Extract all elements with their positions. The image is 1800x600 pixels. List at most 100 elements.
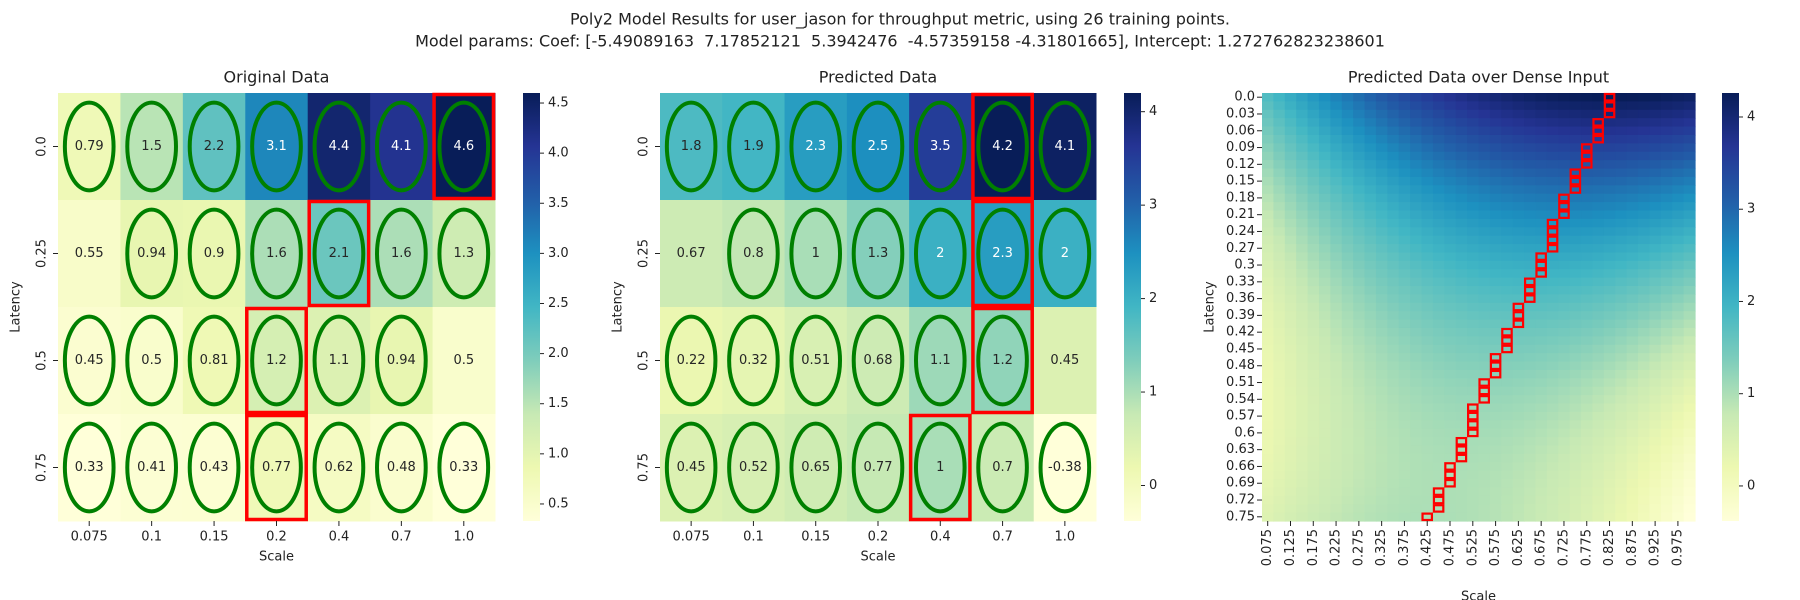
dense-cell <box>1318 202 1331 212</box>
dense-cell <box>1296 336 1309 346</box>
dense-cell <box>1569 512 1582 522</box>
dense-cell <box>1307 202 1320 212</box>
dense-cell <box>1660 109 1673 119</box>
dense-cell <box>1672 428 1685 438</box>
dense-cell <box>1398 302 1411 312</box>
dense-cell <box>1478 302 1491 312</box>
dense-cell <box>1341 302 1354 312</box>
dense-cell <box>1501 336 1514 346</box>
dense-cell <box>1273 411 1286 421</box>
dense-cell <box>1444 344 1457 354</box>
dense-cell <box>1626 93 1639 102</box>
dense-cell <box>1318 512 1331 522</box>
dense-cell <box>1558 378 1571 388</box>
dense-cell <box>1387 353 1400 363</box>
dense-cell <box>1273 445 1286 455</box>
dense-cell <box>1307 395 1320 405</box>
heatmap-cell <box>660 307 723 415</box>
dense-cell <box>1524 428 1537 438</box>
dense-cell <box>1410 294 1423 304</box>
dense-cell <box>1410 319 1423 329</box>
dense-cell <box>1353 185 1366 195</box>
dense-cell <box>1615 470 1628 480</box>
dense-cell <box>1501 143 1514 153</box>
dense-cell <box>1421 327 1434 337</box>
dense-cell <box>1410 202 1423 212</box>
heatmap-cell <box>58 93 121 201</box>
dense-cell <box>1353 269 1366 279</box>
colorbar-tick-label: 1.0 <box>548 446 569 461</box>
dense-cell <box>1284 277 1297 287</box>
dense-cell <box>1683 395 1696 405</box>
dense-cell <box>1478 470 1491 480</box>
cell-value-label: 4.2 <box>992 139 1013 154</box>
figure-subtitle: Model params: Coef: [-5.49089163 7.17852… <box>415 32 1385 51</box>
dense-cell <box>1581 353 1594 363</box>
dense-cell <box>1375 260 1388 270</box>
dense-cell <box>1672 134 1685 144</box>
dense-cell <box>1660 411 1673 421</box>
dense-cell <box>1410 143 1423 153</box>
dense-cell <box>1638 411 1651 421</box>
dense-cell <box>1273 344 1286 354</box>
dense-cell <box>1683 160 1696 170</box>
dense-cell <box>1410 260 1423 270</box>
dense-cell <box>1649 487 1662 497</box>
dense-cell <box>1478 185 1491 195</box>
row-max-highlight <box>1444 478 1456 488</box>
dense-cell <box>1273 403 1286 413</box>
dense-cell <box>1672 218 1685 228</box>
training-point-marker <box>312 421 366 514</box>
dense-cell <box>1467 143 1480 153</box>
dense-cell <box>1318 193 1331 203</box>
dense-cell <box>1615 512 1628 522</box>
dense-cell <box>1330 244 1343 254</box>
dense-cell <box>1307 277 1320 287</box>
dense-cell <box>1341 252 1354 262</box>
dense-cell <box>1660 118 1673 128</box>
dense-cell <box>1296 395 1309 405</box>
dense-cell <box>1307 445 1320 455</box>
dense-cell <box>1262 109 1274 119</box>
dense-cell <box>1592 504 1605 514</box>
dense-cell <box>1353 327 1366 337</box>
dense-cell <box>1432 353 1445 363</box>
cell-value-label: 4.1 <box>1055 139 1076 154</box>
dense-cell <box>1467 252 1480 262</box>
dense-cell <box>1615 277 1628 287</box>
dense-cell <box>1546 512 1559 522</box>
dense-cell <box>1273 353 1286 363</box>
dense-cell <box>1626 101 1639 111</box>
dense-cell <box>1626 269 1639 279</box>
dense-cell <box>1478 462 1491 472</box>
dense-cell <box>1638 428 1651 438</box>
dense-cell <box>1603 445 1616 455</box>
dense-cell <box>1307 93 1320 102</box>
colorbar-tick-label: 2 <box>1747 294 1755 309</box>
dense-cell <box>1318 210 1331 220</box>
dense-cell <box>1398 294 1411 304</box>
dense-cell <box>1626 143 1639 153</box>
dense-cell <box>1421 386 1434 396</box>
dense-cell <box>1581 403 1594 413</box>
dense-cell <box>1546 260 1559 270</box>
dense-cells <box>1262 93 1696 522</box>
dense-cell <box>1284 378 1297 388</box>
dense-cell <box>1478 311 1491 321</box>
dense-cell <box>1341 235 1354 245</box>
dense-cell <box>1341 395 1354 405</box>
heatmap-cell <box>909 200 972 308</box>
dense-cell <box>1683 118 1696 128</box>
dense-cell <box>1410 302 1423 312</box>
cell-value-label: 0.48 <box>387 460 416 475</box>
dense-cell <box>1455 185 1468 195</box>
dense-cell <box>1558 462 1571 472</box>
dense-cell <box>1444 101 1457 111</box>
dense-cell <box>1603 453 1616 463</box>
dense-cell <box>1501 202 1514 212</box>
dense-cell <box>1375 437 1388 447</box>
dense-cell <box>1558 193 1571 203</box>
dense-cell <box>1501 235 1514 245</box>
dense-cell <box>1262 126 1274 136</box>
dense-cell <box>1489 319 1502 329</box>
